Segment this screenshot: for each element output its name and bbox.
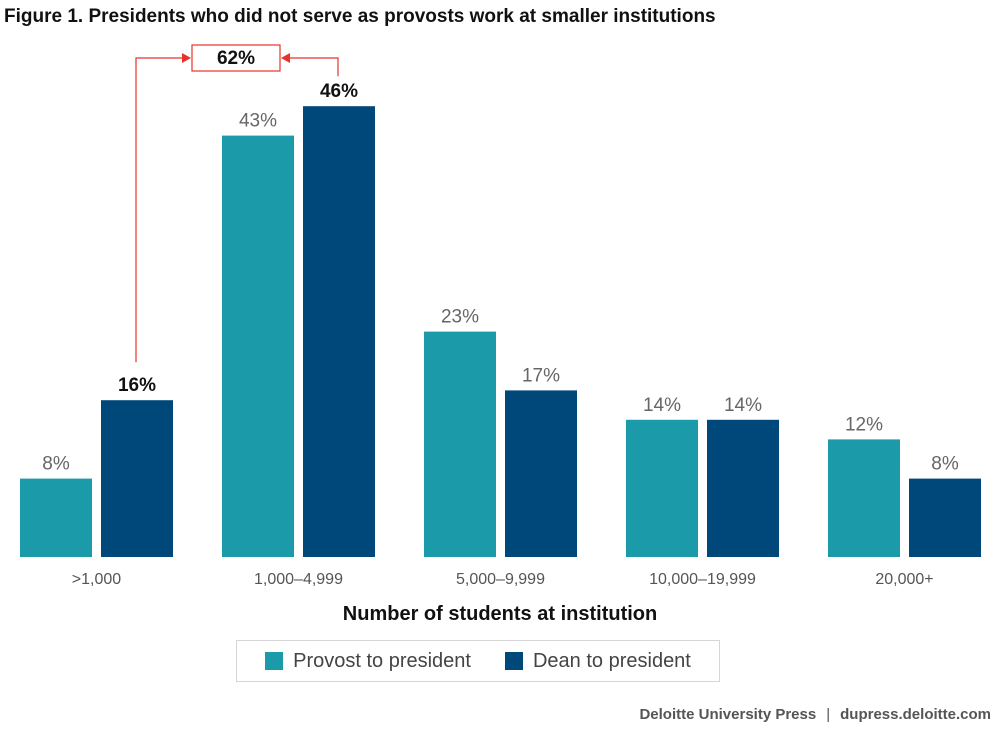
bar-1-4	[909, 478, 981, 557]
annotation-line-right	[287, 57, 339, 77]
legend-label-dean: Dean to president	[532, 649, 691, 672]
legend: Provost to president Dean to president	[236, 640, 720, 682]
footer-url: dupress.deloitte.com	[840, 706, 991, 723]
annotation-label: 62%	[217, 48, 255, 69]
bar-0-0	[20, 478, 92, 557]
bar-1-0	[101, 400, 173, 557]
bar-0-4	[828, 439, 900, 557]
legend-swatch-provost	[265, 652, 284, 670]
legend-swatch-dean	[504, 652, 523, 670]
x-tick-label-1: 1,000–4,999	[254, 571, 343, 588]
footer-separator: |	[826, 706, 831, 723]
bar-0-1	[222, 135, 294, 557]
annotation-box	[191, 44, 281, 72]
bar-1-1	[303, 106, 375, 557]
data-label-1-4: 8%	[931, 454, 959, 475]
x-tick-label-2: 5,000–9,999	[456, 571, 545, 588]
bar-chart: 8% 16% >1,000 43% 46% 1,000–4,999 23% 17% 5,000–…	[20, 44, 981, 625]
chart-title: Figure 1. Presidents who did not serve a…	[4, 6, 716, 27]
bar-1-3	[707, 419, 779, 557]
data-label-0-2: 23%	[441, 307, 479, 328]
annotation-arrow-left	[182, 53, 191, 63]
legend-label-provost: Provost to president	[293, 649, 471, 672]
x-tick-label-3: 10,000–19,999	[649, 571, 756, 588]
x-tick-label-4: 20,000+	[875, 571, 933, 588]
legend-item-dean: Dean to president	[504, 649, 691, 673]
data-label-0-0: 8%	[42, 454, 70, 475]
x-axis-title: Number of students at institution	[343, 603, 657, 625]
data-label-0-3: 14%	[643, 395, 681, 416]
data-label-1-2: 17%	[522, 365, 560, 386]
data-label-1-0: 16%	[118, 375, 156, 396]
bar-0-2	[424, 331, 496, 557]
data-label-0-1: 43%	[239, 111, 277, 132]
bar-1-2	[505, 390, 577, 557]
bar-0-3	[626, 419, 698, 557]
data-label-1-3: 14%	[724, 395, 762, 416]
footer: Deloitte University Press | dupress.deloit…	[639, 706, 991, 723]
data-label-1-1: 46%	[320, 81, 358, 102]
annotation-line-left	[135, 57, 185, 363]
footer-publisher: Deloitte University Press	[639, 706, 817, 723]
data-label-0-4: 12%	[845, 414, 883, 435]
legend-item-provost: Provost to president	[265, 650, 471, 673]
annotation-arrow-right	[281, 53, 290, 63]
x-tick-label-0: >1,000	[72, 571, 121, 588]
